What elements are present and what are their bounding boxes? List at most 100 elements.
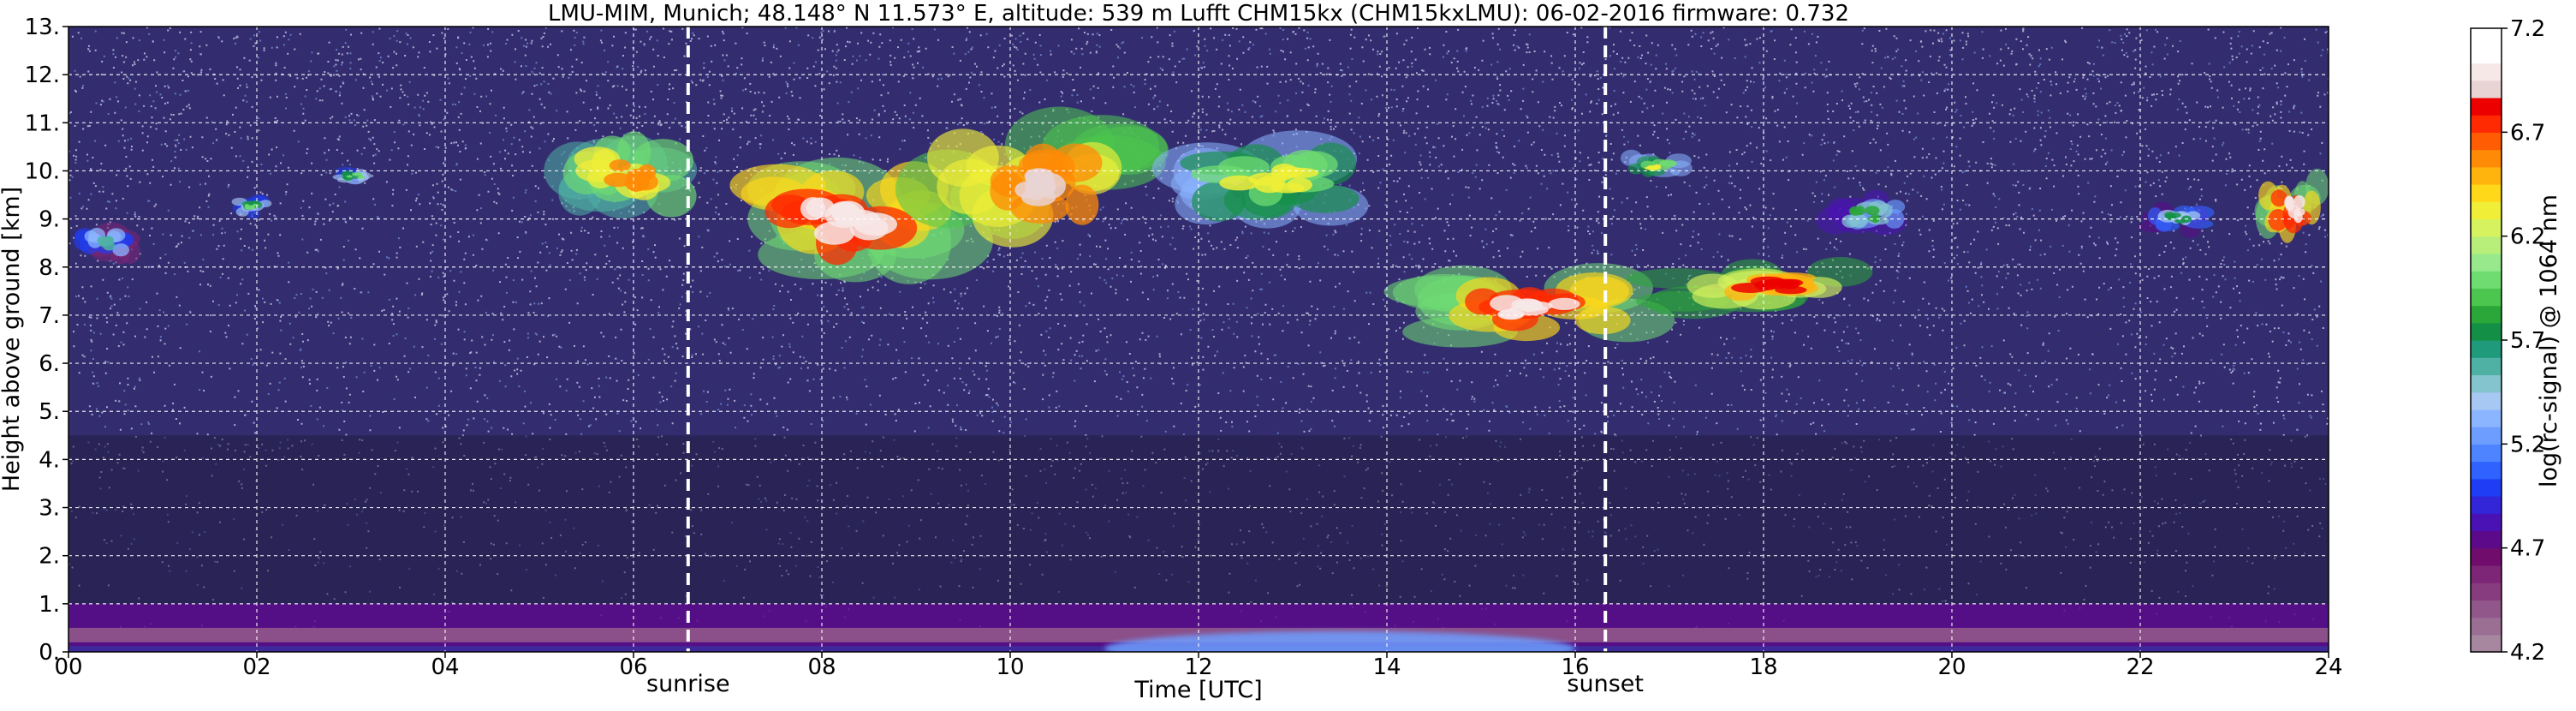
x-tick-label: 08: [807, 654, 836, 680]
colorbar-swatch: [2471, 617, 2502, 636]
cirrus-blob: [1287, 177, 1312, 193]
sun-markers: sunrise sunset: [646, 27, 1644, 697]
x-tick-label: 16: [1561, 654, 1589, 680]
colorbar-swatch: [2471, 63, 2502, 81]
colorbar-tick-label: 4.2: [2510, 640, 2545, 666]
colorbar-swatch: [2471, 149, 2502, 168]
x-axis: 00 02 04 06 08 10 12 14 16 18 20 22 24: [54, 652, 2343, 680]
colorbar-swatch: [2471, 132, 2502, 151]
colorbar-swatch: [2471, 115, 2502, 133]
x-tick-label: 20: [1937, 654, 1966, 680]
cirrus-blob: [1516, 298, 1543, 313]
cirrus-blob: [1574, 306, 1631, 335]
cirrus-blob: [2270, 189, 2287, 207]
cirrus-blob: [1465, 288, 1502, 315]
colorbar-tick-label: 6.7: [2510, 120, 2545, 146]
colorbar-swatch: [2471, 305, 2502, 324]
cirrus-blob: [2268, 209, 2288, 231]
cirrus-blob: [2165, 212, 2175, 220]
cirrus-blob: [1644, 166, 1654, 170]
cirrus-feature: [1151, 130, 1369, 229]
y-tick-label: 0.: [39, 640, 60, 666]
colorbar-label: log(rc-signal) @ 1064 nm: [2536, 194, 2562, 487]
y-axis-label: Height above ground [km]: [0, 187, 25, 492]
cirrus-blob: [112, 243, 129, 257]
cirrus-blob: [1020, 188, 1056, 206]
cirrus-blob: [1499, 309, 1523, 320]
cirrus-feature: [729, 157, 993, 284]
plot-area: sunrise sunset 00 02 04 06 08 10 12 14 16 18 20 22 24…: [25, 15, 2343, 697]
cirrus-blob: [990, 171, 1026, 211]
colorbar-swatch: [2471, 496, 2502, 514]
colorbar-swatch: [2471, 374, 2502, 393]
colorbar-swatch: [2471, 271, 2502, 289]
cirrus-blob: [800, 197, 826, 221]
x-tick-label: 22: [2126, 654, 2154, 680]
colorbar-swatch: [2471, 253, 2502, 272]
cirrus-blob: [1065, 184, 1099, 225]
cirrus-blob: [1849, 213, 1869, 228]
colorbar-swatch: [2471, 409, 2502, 427]
cirrus-blob: [634, 173, 658, 191]
y-tick-label: 11.: [25, 111, 60, 136]
cirrus-feature: [895, 106, 1169, 248]
noise-speckle: [68, 27, 2329, 650]
cirrus-blob: [2293, 207, 2305, 217]
y-tick-label: 3.: [39, 496, 60, 522]
cirrus-blob: [1652, 164, 1662, 170]
cirrus-blob: [84, 230, 98, 242]
colorbar-swatch: [2471, 478, 2502, 497]
colorbar-swatch: [2471, 583, 2502, 600]
cirrus-blob: [2185, 219, 2214, 229]
colorbar-swatch: [2471, 547, 2502, 566]
cirrus-feature: [1621, 149, 1693, 177]
colorbar-swatch: [2471, 600, 2502, 618]
x-tick-label: 02: [242, 654, 271, 680]
x-tick-label: 00: [54, 654, 82, 680]
y-tick-label: 6.: [39, 351, 60, 377]
colorbar-swatch: [2471, 184, 2502, 202]
x-axis-label: Time [UTC]: [1133, 677, 1262, 703]
cirrus-feature: [231, 194, 272, 219]
colorbar-swatch: [2471, 236, 2502, 254]
cirrus-feature: [544, 131, 698, 218]
cirrus-blob: [1877, 203, 1893, 218]
colorbar-swatch: [2471, 201, 2502, 220]
y-tick-label: 13.: [25, 15, 60, 40]
colorbar-swatch: [2471, 28, 2502, 46]
colorbar-swatch: [2471, 80, 2502, 99]
y-tick-label: 5.: [39, 399, 60, 425]
colorbar-swatch: [2471, 357, 2502, 376]
cirrus-feature: [1383, 263, 1675, 348]
cirrus-blob: [1548, 297, 1580, 310]
cirrus-blob: [609, 159, 631, 172]
sunrise-label: sunrise: [646, 671, 730, 697]
colorbar-swatch: [2471, 288, 2502, 307]
grid-lines: [68, 27, 2329, 652]
aerosol-feature: [1104, 630, 1575, 652]
colorbar-swatch: [2471, 427, 2502, 445]
y-tick-label: 9.: [39, 207, 60, 233]
colorbar-swatch: [2471, 444, 2502, 463]
cirrus-blob: [1248, 172, 1287, 186]
cirrus-blob: [2293, 194, 2305, 209]
y-tick-label: 7.: [39, 303, 60, 329]
x-tick-label: 12: [1184, 654, 1212, 680]
colorbar-swatch: [2471, 218, 2502, 237]
aerosol-plume: [1104, 630, 1575, 652]
colorbar-tick-label: 6.2: [2510, 224, 2545, 250]
cirrus-feature: [332, 167, 372, 185]
cirrus-blob: [1855, 206, 1865, 216]
y-axis: 0. 1. 2. 3. 4. 5. 6. 7. 8. 9. 10. 11. 12. 13.: [25, 15, 68, 666]
y-tick-label: 8.: [39, 255, 60, 281]
cirrus-feature: [2254, 168, 2329, 243]
sunset-label: sunset: [1567, 671, 1644, 697]
cirrus-blob: [824, 202, 863, 228]
cirrus-blob: [1658, 163, 1670, 170]
y-tick-label: 4.: [39, 447, 60, 473]
colorbar-swatch: [2471, 634, 2502, 653]
cirrus-blob: [2285, 196, 2295, 212]
x-tick-label: 10: [996, 654, 1024, 680]
cirrus-blob: [1867, 216, 1881, 222]
